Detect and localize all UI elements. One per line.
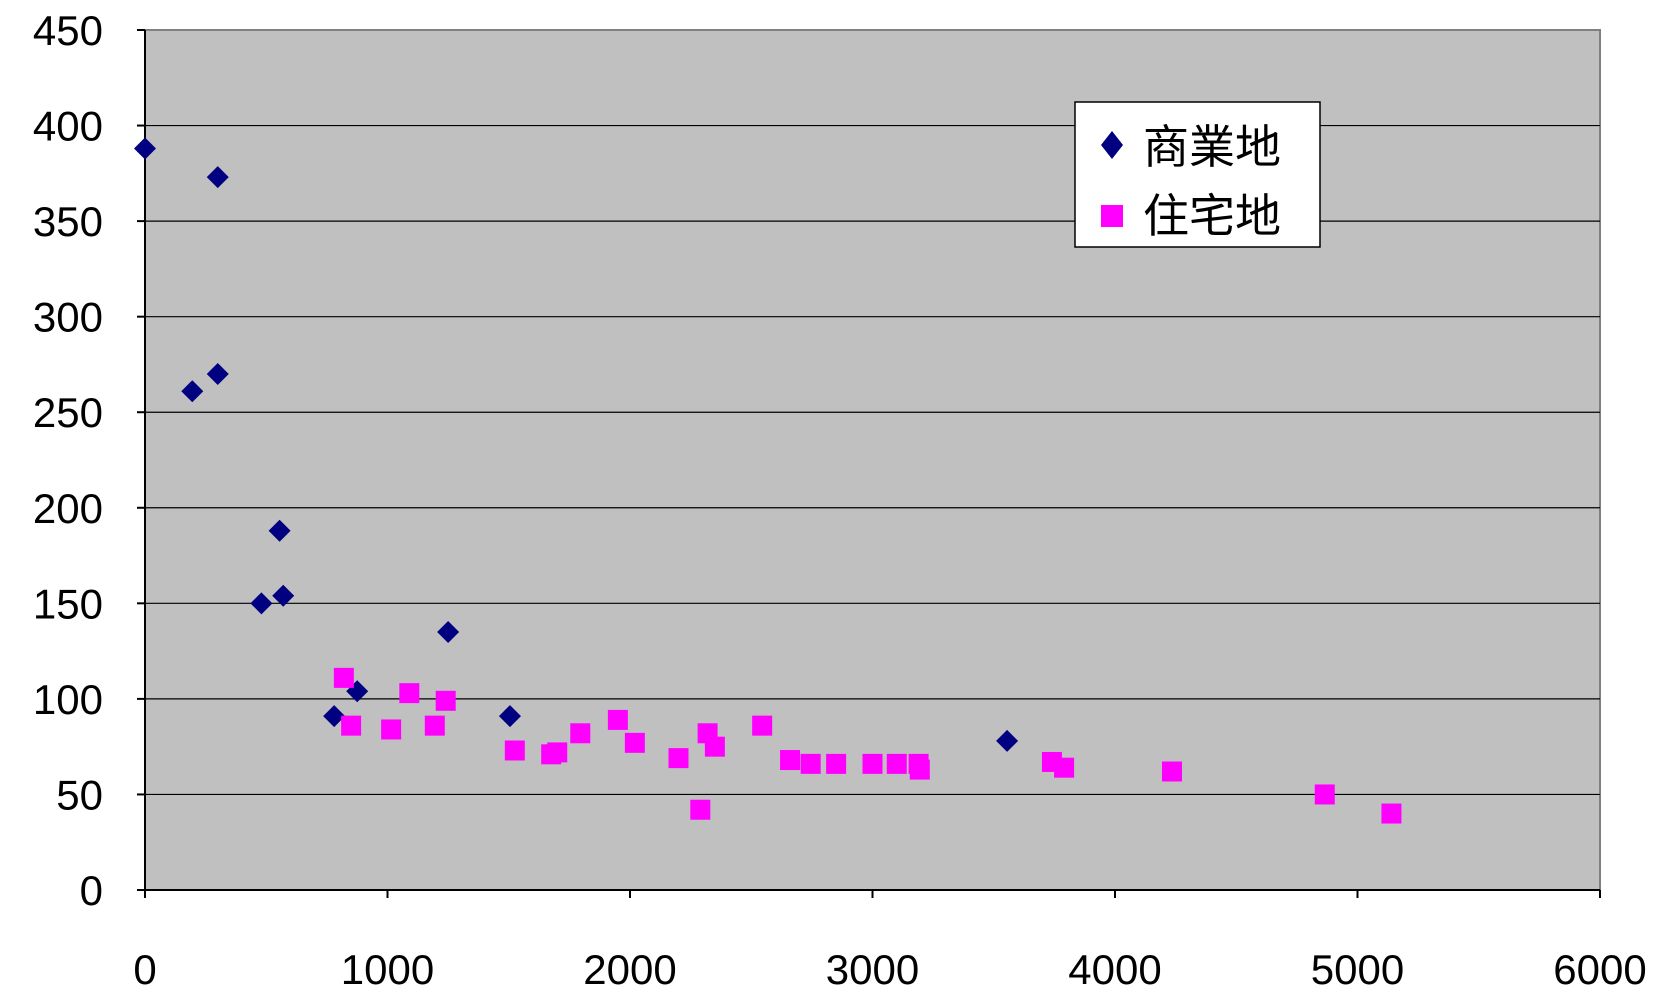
plot-area: [144, 29, 1601, 891]
point-series-1-5: [435, 690, 456, 711]
point-series-0-5: [268, 519, 291, 542]
point-series-1-28: [1381, 803, 1402, 824]
x-tick-label-5: 5000: [1311, 946, 1404, 993]
data-points: [134, 137, 1402, 824]
point-series-1-3: [399, 683, 420, 704]
y-tick-label-8: 400: [33, 103, 103, 150]
point-series-1-2: [381, 719, 402, 740]
point-series-1-21: [886, 753, 907, 774]
legend-marker-series-0: [1101, 131, 1123, 159]
point-series-0-0: [134, 137, 156, 160]
y-axis-tick-labels: 0 50 100 150 200 250 300 350 400 450: [33, 7, 145, 914]
legend-label-series-0: 商業地: [1143, 120, 1281, 174]
point-series-0-6: [272, 584, 295, 607]
x-tick-label-2: 2000: [583, 946, 676, 993]
point-series-1-19: [826, 753, 847, 774]
point-series-1-26: [1161, 761, 1182, 782]
y-tick-label-4: 200: [33, 485, 103, 532]
point-series-1-13: [690, 799, 711, 820]
x-tick-label-4: 4000: [1068, 946, 1161, 993]
point-series-1-16: [752, 715, 773, 736]
gridlines: [145, 124, 1600, 796]
y-tick-label-0: 0: [80, 867, 103, 914]
point-series-1-17: [780, 750, 801, 771]
point-series-1-10: [607, 709, 628, 730]
x-tick-label-6: 6000: [1553, 946, 1646, 993]
point-series-0-9: [437, 621, 460, 643]
legend-label-series-1: 住宅地: [1143, 189, 1281, 243]
point-series-0-4: [250, 592, 273, 615]
point-series-1-15: [704, 736, 725, 757]
y-tick-label-5: 250: [33, 389, 103, 436]
legend: 商業地 住宅地: [1074, 101, 1321, 248]
point-series-1-0: [333, 667, 354, 688]
y-tick-label-3: 150: [33, 580, 103, 627]
y-tick-label-7: 350: [33, 198, 103, 245]
y-tick-label-2: 100: [33, 676, 103, 723]
point-series-1-25: [1054, 757, 1075, 778]
point-series-1-6: [504, 740, 525, 761]
point-series-0-2: [206, 166, 229, 189]
point-series-1-27: [1314, 784, 1335, 805]
point-series-0-10: [498, 705, 521, 728]
legend-marker-series-1: [1101, 205, 1123, 227]
point-series-1-12: [668, 748, 689, 769]
point-series-0-11: [996, 729, 1019, 752]
point-series-1-20: [862, 753, 883, 774]
point-series-1-11: [624, 732, 645, 753]
y-tick-label-1: 50: [56, 771, 103, 818]
point-series-1-1: [341, 715, 362, 736]
x-tick-label-1: 1000: [341, 946, 434, 993]
point-series-0-1: [181, 380, 204, 403]
y-tick-label-6: 300: [33, 294, 103, 341]
point-series-1-4: [424, 715, 445, 736]
point-series-1-18: [800, 753, 821, 774]
point-series-0-3: [206, 363, 229, 385]
x-axis-tick-labels: 0 1000 2000 3000 4000 5000 6000: [133, 890, 1647, 993]
point-series-1-9: [570, 723, 591, 744]
y-tick-label-9: 450: [33, 7, 103, 54]
point-series-1-23: [909, 759, 930, 780]
x-tick-label-0: 0: [133, 946, 156, 993]
x-tick-label-3: 3000: [826, 946, 919, 993]
point-series-1-8: [547, 742, 568, 763]
legend-box: [1074, 101, 1321, 248]
point-series-0-7: [323, 705, 346, 728]
